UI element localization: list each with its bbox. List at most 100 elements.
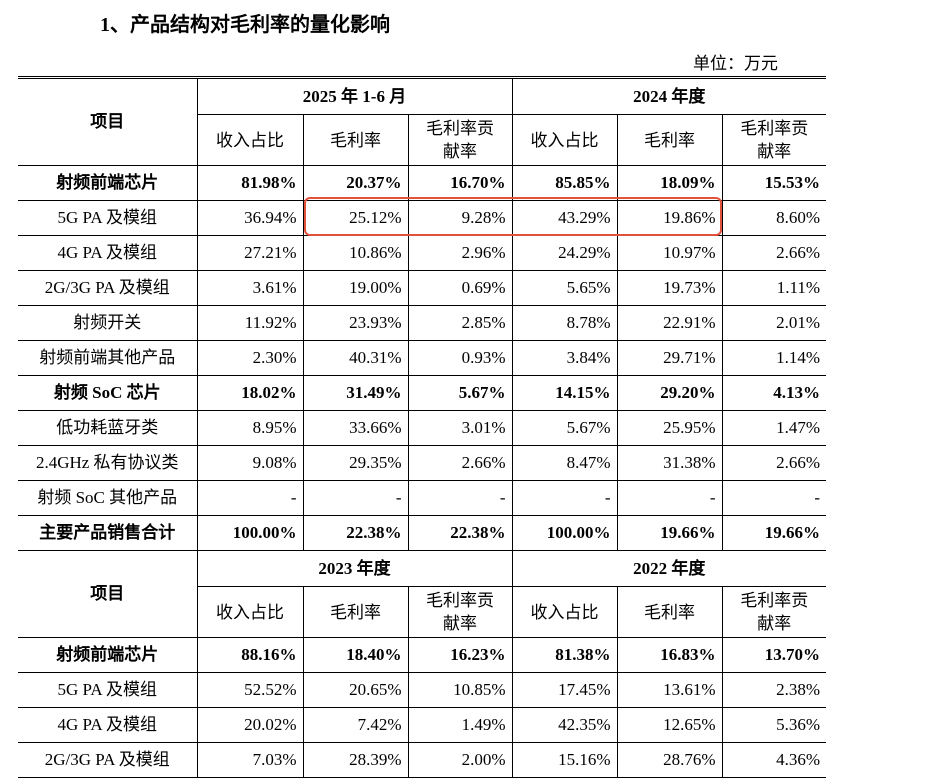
item-header: 项目 [18,550,198,638]
cell: 16.83% [616,637,723,673]
column-header: 收入占比 [511,114,618,166]
column-header: 毛利率贡献率 [407,114,513,166]
cell: 8.78% [511,305,618,341]
cell: 2.01% [721,305,827,341]
cell: 10.86% [302,235,409,271]
cell: 1.49% [407,707,513,743]
cell: 14.15% [511,375,618,411]
cell: 29.20% [616,375,723,411]
row-label: 2G/3G PA 及模组 [18,270,198,306]
row-label: 射频开关 [18,305,198,341]
cell: 2.30% [196,340,304,376]
cell: 33.66% [302,410,409,446]
data-row: 射频 SoC 芯片 18.02% 31.49% 5.67% 14.15% 29.20% 4.… [18,375,827,411]
cell: 8.60% [721,200,827,236]
section-title: 1、产品结构对毛利率的量化影响 [100,14,390,36]
cell: 1.47% [721,410,827,446]
period-header: 2024 年度 [511,77,827,115]
data-row: 射频开关 11.92% 23.93% 2.85% 8.78% 22.91% 2.01% [18,305,827,341]
column-header: 毛利率 [616,586,723,638]
data-row: 射频前端其他产品 2.30% 40.31% 0.93% 3.84% 29.71% 1.14% [18,340,827,376]
column-header-text: 收入占比 [216,130,284,150]
cell: 0.93% [407,340,513,376]
data-row: 4G PA 及模组 20.02% 7.42% 1.49% 42.35% 12.65% 5.3… [18,707,827,743]
cell: - [616,480,723,516]
cell: 2.66% [721,445,827,481]
row-label: 主要产品销售合计 [18,515,198,551]
cell: 24.29% [511,235,618,271]
cell: 81.38% [511,637,618,673]
cell: 42.35% [511,707,618,743]
highlight-box [304,197,722,236]
cell: 40.31% [302,340,409,376]
cell: - [721,480,827,516]
cell: 16.23% [407,637,513,673]
cell: 29.35% [302,445,409,481]
cell: 52.52% [196,672,304,708]
data-row: 5G PA 及模组 36.94% 25.12% 9.28% 43.29% 19.86% 8.… [18,200,827,236]
period-header: 2023 年度 [196,550,513,587]
row-label: 5G PA 及模组 [18,200,198,236]
cell: 25.95% [616,410,723,446]
data-row: 5G PA 及模组 52.52% 20.65% 10.85% 17.45% 13.61% 2… [18,672,827,708]
row-label: 4G PA 及模组 [18,235,198,271]
cell: - [511,480,618,516]
period-header: 2025 年 1-6 月 [196,77,513,115]
cell: 1.14% [721,340,827,376]
cell: 2.66% [407,445,513,481]
data-row: 射频前端芯片 81.98% 20.37% 16.70% 85.85% 18.09% 15.5… [18,165,827,201]
row-label: 低功耗蓝牙类 [18,410,198,446]
column-header-text: 毛利率 [330,130,381,150]
table-body: 项目 2025 年 1-6 月 2024 年度 收入占比 毛利率 毛利率贡献率 收入占比 毛利… [18,77,827,778]
cell: 15.53% [721,165,827,201]
cell: - [302,480,409,516]
item-header: 项目 [18,77,198,166]
data-row: 2.4GHz 私有协议类 9.08% 29.35% 2.66% 8.47% 31.38% 2… [18,445,827,481]
column-header: 收入占比 [197,586,304,638]
column-header: 毛利率贡献率 [407,586,513,638]
unit-note: 单位：万元 [693,54,778,73]
cell: 2.38% [721,672,827,708]
cell: - [407,480,513,516]
cell: 8.47% [511,445,618,481]
cell: 18.02% [196,375,304,411]
cell: 88.16% [196,637,304,673]
cell: 28.39% [302,742,409,778]
cell: 16.70% [407,165,513,201]
table: 项目 2025 年 1-6 月 2024 年度 收入占比 毛利率 毛利率贡献率 收入占比 毛利… [18,76,827,778]
column-header: 毛利率贡献率 [721,586,827,638]
row-label: 2.4GHz 私有协议类 [18,445,198,481]
period-header: 2022 年度 [511,550,827,587]
column-header-text: 毛利率贡献率 [740,119,809,161]
cell: 13.61% [616,672,723,708]
cell: 100.00% [196,515,304,551]
column-header: 收入占比 [197,114,304,166]
cell: 11.92% [196,305,304,341]
cell: - [196,480,304,516]
column-header-text: 收入占比 [216,602,284,622]
cell: 22.38% [302,515,409,551]
data-row: 主要产品销售合计 100.00% 22.38% 22.38% 100.00% 19.66%… [18,515,827,551]
cell: 29.71% [616,340,723,376]
cell: 10.97% [616,235,723,271]
cell: 10.85% [407,672,513,708]
column-header-text: 毛利率 [644,602,696,622]
cell: 7.03% [196,742,304,778]
cell: 18.40% [302,637,409,673]
cell: 28.76% [616,742,723,778]
cell: 15.16% [511,742,618,778]
row-label: 射频 SoC 其他产品 [18,480,198,516]
data-row: 射频前端芯片 88.16% 18.40% 16.23% 81.38% 16.83% 13.7… [18,637,827,673]
column-header: 毛利率贡献率 [721,114,827,166]
data-row: 2G/3G PA 及模组 7.03% 28.39% 2.00% 15.16% 28.76%… [18,742,827,778]
header-row: 项目 2025 年 1-6 月 2024 年度 [18,77,827,166]
cell: 36.94% [196,200,304,236]
data-row: 4G PA 及模组 27.21% 10.86% 2.96% 24.29% 10.97% 2.… [18,235,827,271]
cell: 22.38% [407,515,513,551]
cell: 2.96% [407,235,513,271]
row-label: 5G PA 及模组 [18,672,198,708]
data-row: 射频 SoC 其他产品 - - - - - - [18,480,827,516]
cell: 19.00% [302,270,409,306]
cell: 31.38% [616,445,723,481]
